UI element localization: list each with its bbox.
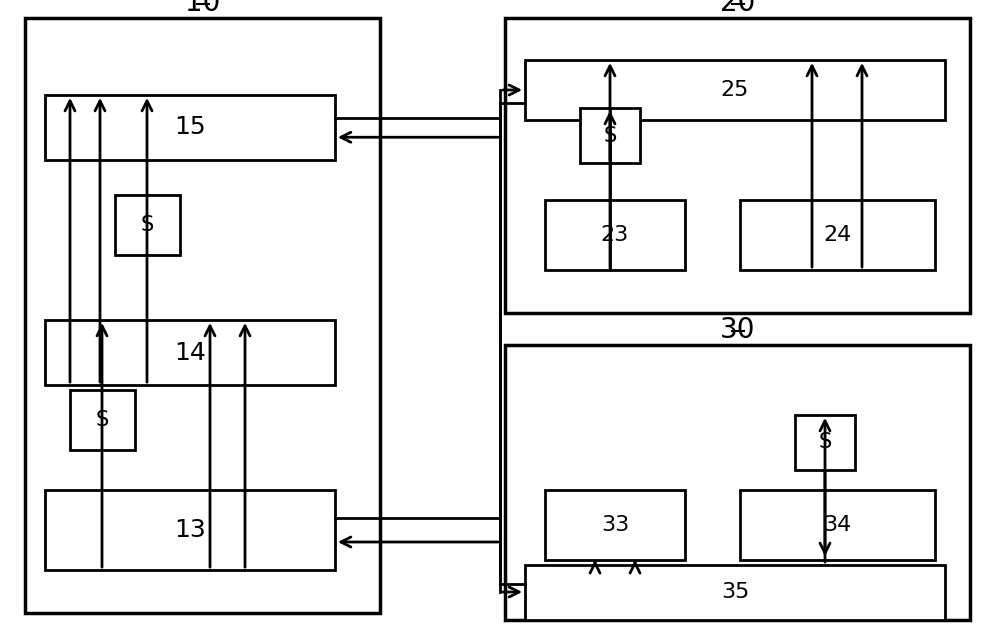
Bar (740, 200, 935, 270)
Text: 14: 14 (174, 341, 206, 364)
Bar (740, 490, 935, 560)
Text: S: S (141, 215, 154, 235)
Text: 20: 20 (720, 0, 755, 17)
Bar (45, 320, 335, 385)
Bar (70, 390, 135, 450)
Text: S: S (818, 433, 832, 452)
Text: S: S (603, 125, 617, 146)
Text: 33: 33 (601, 515, 629, 535)
Bar (45, 95, 335, 160)
Text: 15: 15 (174, 116, 206, 139)
Bar (115, 195, 180, 255)
Text: 10: 10 (185, 0, 220, 17)
Text: 25: 25 (721, 80, 749, 100)
Bar (525, 60, 945, 120)
Bar (25, 18, 380, 613)
Text: S: S (96, 410, 109, 430)
Text: 35: 35 (721, 583, 749, 603)
Bar (795, 415, 855, 470)
Text: 30: 30 (720, 316, 755, 344)
Bar (45, 490, 335, 570)
Bar (525, 565, 945, 620)
Text: 34: 34 (823, 515, 852, 535)
Text: 23: 23 (601, 225, 629, 245)
Bar (580, 108, 640, 163)
Bar (505, 18, 970, 313)
Bar (545, 490, 685, 560)
Text: 24: 24 (823, 225, 852, 245)
Bar (505, 345, 970, 620)
Text: 13: 13 (174, 518, 206, 542)
Bar (545, 200, 685, 270)
